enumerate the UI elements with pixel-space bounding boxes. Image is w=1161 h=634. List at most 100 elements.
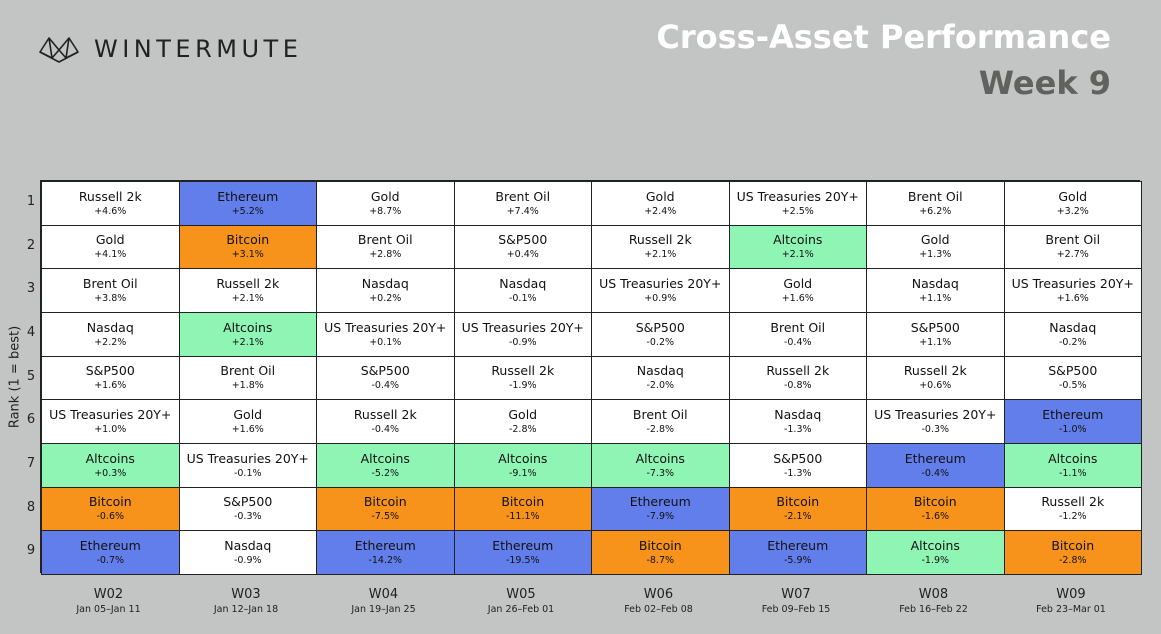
asset-change: -5.2%: [371, 467, 400, 479]
week-code: W08: [918, 587, 949, 602]
asset-change: +0.6%: [919, 380, 952, 392]
week-dates: Jan 19–Jan 25: [351, 604, 416, 615]
asset-name: Gold: [920, 232, 950, 248]
asset-name: Russell 2k: [491, 363, 555, 379]
asset-name: Bitcoin: [363, 494, 407, 510]
table-cell: Gold +1.3%: [866, 224, 1005, 270]
asset-change: +5.2%: [231, 205, 264, 217]
asset-name: US Treasuries 20Y+: [461, 319, 584, 335]
asset-change: +2.5%: [781, 205, 814, 217]
asset-change: -7.3%: [646, 467, 675, 479]
rank-label: 7: [26, 455, 36, 471]
asset-name: S&P500: [773, 450, 823, 466]
asset-name: Brent Oil: [220, 363, 276, 379]
asset-change: -0.4%: [783, 336, 812, 348]
asset-name: S&P500: [498, 232, 548, 248]
asset-name: Russell 2k: [903, 363, 967, 379]
asset-name: Ethereum: [767, 538, 829, 554]
asset-change: -0.4%: [371, 424, 400, 436]
week-dates: Jan 12–Jan 18: [213, 604, 279, 615]
table-cell: US Treasuries 20Y+ -0.3%: [866, 399, 1005, 444]
asset-change: -7.9%: [646, 511, 675, 523]
asset-change: +2.1%: [231, 293, 264, 305]
asset-change: +1.1%: [919, 293, 952, 305]
asset-name: Bitcoin: [501, 494, 545, 510]
table-cell: Ethereum -1.0%: [1003, 399, 1142, 444]
table-cell: S&P500 +1.6%: [41, 355, 180, 401]
week-dates: Feb 16–Feb 22: [899, 604, 968, 615]
table-cell: Russell 2k -1.9%: [453, 355, 592, 401]
table-cell: Bitcoin -2.8%: [1003, 530, 1142, 575]
asset-change: +4.6%: [94, 205, 127, 217]
table-cell: Ethereum -19.5%: [453, 530, 592, 575]
asset-name: Nasdaq: [86, 319, 134, 335]
ranking-table: Russell 2k +4.6% Gold +4.1% Brent Oil +3.8% Na…: [40, 180, 1142, 575]
asset-change: -5.9%: [783, 555, 812, 567]
table-cell: Gold +1.6%: [178, 399, 317, 444]
table-cell: Nasdaq +0.2%: [316, 268, 455, 313]
asset-name: Ethereum: [904, 450, 966, 466]
asset-change: +7.4%: [506, 205, 539, 217]
asset-change: -1.3%: [783, 467, 812, 479]
table-cell: Brent Oil +7.4%: [453, 181, 592, 226]
asset-change: +2.7%: [1056, 249, 1089, 261]
rank-label: 8: [26, 499, 36, 515]
asset-name: S&P500: [223, 494, 273, 510]
asset-change: +1.6%: [94, 380, 127, 392]
week-label: W09 Feb 23–Mar 01: [1003, 587, 1140, 616]
asset-change: +2.2%: [94, 336, 127, 348]
table-cell: Russell 2k +2.1%: [178, 268, 317, 313]
table-cell: Altcoins -5.2%: [316, 443, 455, 488]
asset-name: Brent Oil: [495, 188, 551, 204]
asset-name: Nasdaq: [499, 276, 547, 292]
rank-label: 4: [26, 324, 36, 340]
asset-change: -0.1%: [233, 467, 262, 479]
asset-name: Brent Oil: [770, 319, 826, 335]
week-dates: Feb 02–Feb 08: [624, 604, 693, 615]
asset-change: +2.1%: [644, 249, 677, 261]
asset-name: Ethereum: [79, 538, 141, 554]
asset-name: Ethereum: [492, 538, 554, 554]
wintermute-logo-icon: [39, 37, 79, 63]
table-cell: S&P500 +0.4%: [453, 224, 592, 270]
asset-name: Nasdaq: [636, 363, 684, 379]
asset-name: Gold: [645, 188, 675, 204]
asset-change: -2.8%: [646, 424, 675, 436]
asset-name: US Treasuries 20Y+: [186, 450, 309, 466]
week-label: W02 Jan 05–Jan 11: [40, 587, 177, 616]
table-cell: S&P500 -0.4%: [316, 355, 455, 401]
week-label: W07 Feb 09–Feb 15: [728, 587, 865, 616]
week-code: W06: [643, 587, 674, 602]
table-cell: Russell 2k +0.6%: [866, 355, 1005, 401]
asset-name: Nasdaq: [774, 407, 822, 423]
table-cell: Russell 2k +2.1%: [591, 224, 730, 270]
asset-name: Gold: [783, 276, 813, 292]
asset-change: +1.6%: [1056, 293, 1089, 305]
week-code: W04: [368, 587, 399, 602]
asset-name: Nasdaq: [224, 538, 272, 554]
table-cell: Ethereum +5.2%: [178, 181, 317, 226]
table-cell: Nasdaq -2.0%: [591, 355, 730, 401]
table-cell: Bitcoin -8.7%: [591, 530, 730, 575]
week-dates: Feb 09–Feb 15: [761, 604, 831, 615]
page-title: Cross-Asset Performance: [656, 18, 1111, 56]
asset-change: +1.8%: [231, 380, 264, 392]
asset-name: Ethereum: [629, 494, 691, 510]
table-cell: Bitcoin -11.1%: [453, 486, 592, 532]
table-cell: US Treasuries 20Y+ -0.1%: [178, 443, 317, 488]
asset-change: +6.2%: [919, 205, 952, 217]
asset-name: Altcoins: [498, 450, 548, 466]
week-label: W03 Jan 12–Jan 18: [178, 587, 315, 616]
asset-name: Gold: [233, 407, 263, 423]
asset-change: -11.1%: [505, 511, 540, 523]
asset-change: -0.7%: [96, 555, 125, 567]
asset-name: Russell 2k: [353, 407, 417, 423]
asset-change: -2.8%: [1058, 555, 1087, 567]
asset-change: -19.5%: [505, 555, 540, 567]
week-label: W06 Feb 02–Feb 08: [590, 587, 727, 616]
week-label: W05 Jan 26–Feb 01: [453, 587, 590, 616]
asset-name: Altcoins: [223, 319, 273, 335]
table-cell: Altcoins -7.3%: [591, 443, 730, 488]
asset-change: -2.0%: [646, 380, 675, 392]
week-label: W04 Jan 19–Jan 25: [315, 587, 452, 616]
